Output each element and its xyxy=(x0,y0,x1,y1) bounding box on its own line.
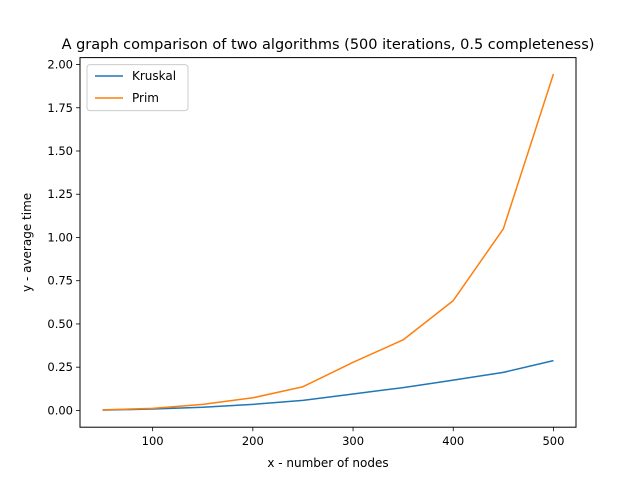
x-tick-label: 500 xyxy=(542,434,564,448)
x-tick-label: 100 xyxy=(142,434,164,448)
x-tick-label: 200 xyxy=(242,434,264,448)
legend-label-prim: Prim xyxy=(132,91,159,105)
x-axis: 100 200 300 400 500 xyxy=(142,427,564,448)
y-tick-label: 1.50 xyxy=(47,144,73,158)
y-tick-label: 1.75 xyxy=(47,101,73,115)
series-line-prim xyxy=(102,73,555,411)
series-line-kruskal xyxy=(102,359,554,411)
plot-area-frame xyxy=(79,57,577,428)
y-tick-label: 1.25 xyxy=(47,187,73,201)
y-tick-label: 2.00 xyxy=(47,58,73,72)
plot-lines xyxy=(102,73,555,411)
y-tick-label: 0.00 xyxy=(47,403,73,417)
x-axis-label: x - number of nodes xyxy=(267,456,388,470)
x-tick-label: 400 xyxy=(442,434,464,448)
y-tick-label: 0.50 xyxy=(47,317,73,331)
x-tick-label: 300 xyxy=(342,434,364,448)
chart-title: A graph comparison of two algorithms (50… xyxy=(62,37,595,53)
y-tick-label: 0.25 xyxy=(47,360,73,374)
y-tick-label: 0.75 xyxy=(47,274,73,288)
legend-label-kruskal: Kruskal xyxy=(132,69,176,83)
y-axis-label: y - average time xyxy=(20,193,34,292)
y-tick-label: 1.00 xyxy=(47,230,73,244)
legend: Kruskal Prim xyxy=(86,64,189,112)
y-axis: 0.00 0.25 0.50 0.75 1.00 1.25 1.50 1.75 2.00 xyxy=(47,58,80,417)
